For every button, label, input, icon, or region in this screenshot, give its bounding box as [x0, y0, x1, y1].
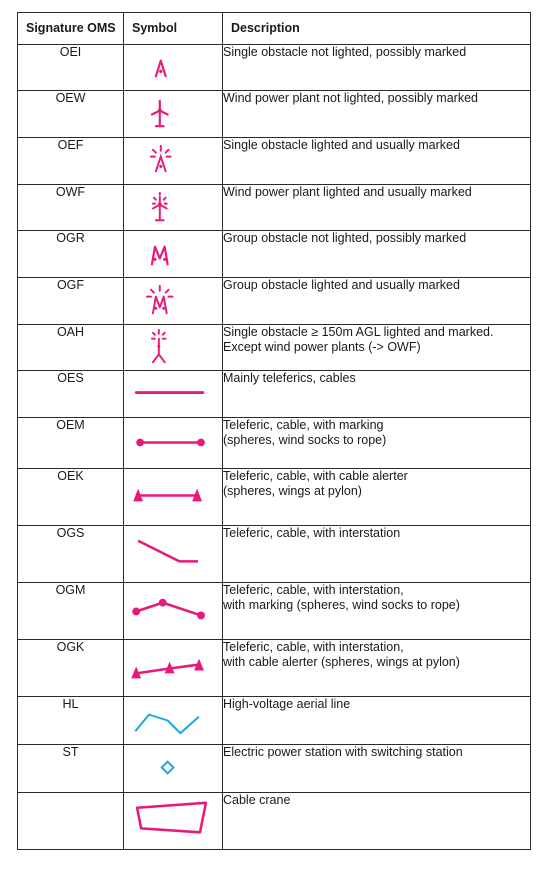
row-code: OEK — [17, 468, 124, 526]
cable-alerter-icon — [133, 488, 202, 502]
description-line-1: Teleferic, cable, with marking — [223, 418, 384, 432]
description-line-2: (spheres, wings at pylon) — [223, 483, 362, 498]
table-row: OEK Teleferic, cable, with cable alerter… — [17, 468, 531, 526]
row-symbol — [123, 90, 223, 138]
row-description: Single obstacle not lighted, possibly ma… — [222, 44, 531, 91]
table-row: OWF — [17, 184, 531, 231]
row-code: OAH — [17, 324, 124, 371]
row-code: OGK — [17, 639, 124, 697]
row-symbol — [123, 44, 223, 91]
row-description: High-voltage aerial line — [222, 696, 531, 745]
row-description: Teleferic, cable, with interstation — [222, 525, 531, 583]
description-line-1: Teleferic, cable, with cable alerter — [223, 469, 408, 483]
power-station-icon — [160, 760, 175, 775]
description-line-1: Teleferic, cable, with interstation, — [223, 583, 404, 597]
row-code: ST — [17, 744, 124, 793]
table-row: OES Mainly teleferics, cables — [17, 370, 531, 418]
row-code: OGF — [17, 277, 124, 325]
row-description: Electric power station with switching st… — [222, 744, 531, 793]
row-symbol — [123, 137, 223, 185]
high-voltage-line-icon — [134, 713, 200, 735]
row-symbol — [123, 370, 223, 418]
row-symbol — [123, 184, 223, 231]
table-row: OEM Teleferic, cable, with marking (sphe… — [17, 417, 531, 469]
row-symbol — [123, 744, 223, 793]
row-symbol — [123, 417, 223, 469]
row-description: Teleferic, cable, with interstation, wit… — [222, 582, 531, 640]
row-symbol — [123, 468, 223, 526]
row-description: Teleferic, cable, with interstation, wit… — [222, 639, 531, 697]
description-line-1: Single obstacle ≥ 150m AGL lighted and m… — [223, 325, 494, 339]
row-description: Mainly teleferics, cables — [222, 370, 531, 418]
row-code — [17, 792, 124, 850]
header-code: Signature OMS — [17, 12, 124, 45]
table-row: OGM Teleferic, cable, with interstation,… — [17, 582, 531, 640]
description-line-2: Except wind power plants (-> OWF) — [223, 339, 421, 354]
row-description: Cable crane — [222, 792, 531, 850]
row-code: OGM — [17, 582, 124, 640]
header-row: Signature OMS Symbol Description — [17, 12, 531, 45]
cable-interstation-alerter-icon — [131, 658, 204, 679]
table-row: Cable crane — [17, 792, 531, 850]
row-code: OGR — [17, 230, 124, 278]
row-description: Group obstacle lighted and usually marke… — [222, 277, 531, 325]
row-code: OES — [17, 370, 124, 418]
row-code: OGS — [17, 525, 124, 583]
single-obstacle-unlit-icon — [154, 59, 167, 78]
description-line-2: with cable alerter (spheres, wings at py… — [223, 654, 460, 669]
description-line-2: (spheres, wind socks to rope) — [223, 432, 387, 447]
table-row: OAH Single obstacle ≥ 150m AG — [17, 324, 531, 371]
row-symbol — [123, 696, 223, 745]
row-code: OEM — [17, 417, 124, 469]
header-description: Description — [222, 12, 531, 45]
row-symbol — [123, 792, 223, 850]
row-description: Single obstacle ≥ 150m AGL lighted and m… — [222, 324, 531, 371]
table-row: ST Electric power station with switching… — [17, 744, 531, 793]
row-code: OWF — [17, 184, 124, 231]
row-symbol — [123, 582, 223, 640]
cable-line-icon — [134, 391, 205, 394]
row-symbol — [123, 525, 223, 583]
row-description: Group obstacle not lighted, possibly mar… — [222, 230, 531, 278]
single-obstacle-lit-icon — [150, 144, 172, 173]
cable-interstation-marked-icon — [132, 598, 205, 620]
table-row: OGF Group obstacle lighted and usually m — [17, 277, 531, 325]
cable-interstation-icon — [137, 539, 199, 563]
table-row: OEF Single obstacle lighted and usually … — [17, 137, 531, 185]
table-row: OGR Group obstacle not lighted, possibly… — [17, 230, 531, 278]
table-row: OEI Single obstacle not lighted, possibl… — [17, 44, 531, 91]
group-obstacle-lit-icon — [146, 284, 174, 315]
row-code: HL — [17, 696, 124, 745]
cable-crane-icon — [135, 801, 208, 834]
row-symbol — [123, 324, 223, 371]
row-description: Teleferic, cable, with cable alerter (sp… — [222, 468, 531, 526]
wind-power-plant-unlit-icon — [150, 99, 169, 128]
row-symbol — [123, 230, 223, 278]
row-description: Wind power plant lighted and usually mar… — [222, 184, 531, 231]
table-row: OEW Wind power plant not lighted, possib… — [17, 90, 531, 138]
obstacle-legend-table: Signature OMS Symbol Description OEI Sin… — [17, 12, 531, 850]
table-row: OGK Teleferic, cable, with interstation,… — [17, 639, 531, 697]
row-description: Teleferic, cable, with marking (spheres,… — [222, 417, 531, 469]
row-code: OEW — [17, 90, 124, 138]
row-code: OEF — [17, 137, 124, 185]
description-line-1: Teleferic, cable, with interstation, — [223, 640, 404, 654]
row-description: Single obstacle lighted and usually mark… — [222, 137, 531, 185]
row-symbol — [123, 639, 223, 697]
table-row: HL High-voltage aerial line — [17, 696, 531, 745]
row-code: OEI — [17, 44, 124, 91]
description-line-2: with marking (spheres, wind socks to rop… — [223, 597, 460, 612]
row-symbol — [123, 277, 223, 325]
wind-power-plant-lit-icon — [151, 191, 168, 222]
group-obstacle-unlit-icon — [150, 245, 169, 266]
header-symbol: Symbol — [123, 12, 223, 45]
high-obstacle-lit-icon — [150, 328, 167, 364]
cable-marked-icon — [136, 438, 205, 447]
table-row: OGS Teleferic, cable, with interstation — [17, 525, 531, 583]
row-description: Wind power plant not lighted, possibly m… — [222, 90, 531, 138]
